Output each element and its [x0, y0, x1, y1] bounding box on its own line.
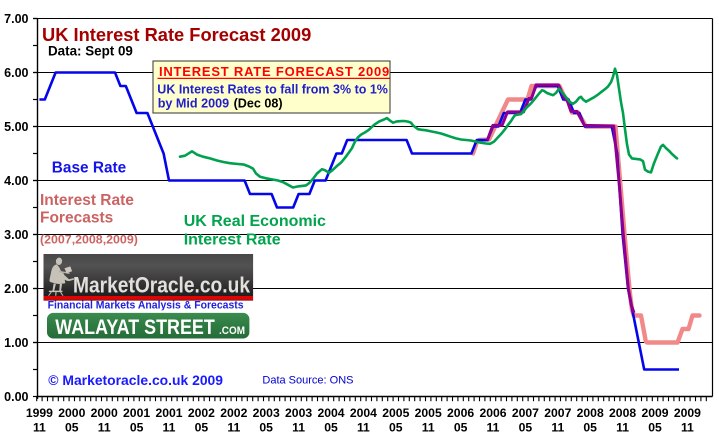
svg-text:2003: 2003 — [253, 406, 280, 420]
svg-text:2007: 2007 — [544, 406, 571, 420]
svg-text:2005: 2005 — [415, 406, 442, 420]
svg-text:2009: 2009 — [674, 406, 701, 420]
svg-text:05: 05 — [454, 421, 468, 435]
svg-text:MarketOracle.co.uk: MarketOracle.co.uk — [73, 273, 250, 298]
svg-text:Forecasts: Forecasts — [40, 209, 113, 226]
svg-text:05: 05 — [324, 421, 338, 435]
svg-text:7.00: 7.00 — [4, 12, 28, 26]
svg-text:05: 05 — [259, 421, 273, 435]
svg-text:by Mid 2009: by Mid 2009 — [158, 97, 229, 111]
svg-text:2004: 2004 — [350, 406, 377, 420]
svg-text:11: 11 — [551, 421, 564, 435]
svg-text:Base Rate: Base Rate — [52, 160, 127, 177]
svg-text:2006: 2006 — [479, 406, 506, 420]
svg-text:UK Interest Rates to fall from: UK Interest Rates to fall from 3% to 1% — [157, 83, 388, 97]
svg-text:INTEREST RATE FORECAST 2009: INTEREST RATE FORECAST 2009 — [159, 64, 390, 79]
svg-text:3.00: 3.00 — [4, 228, 28, 242]
svg-text:1.00: 1.00 — [4, 336, 28, 350]
svg-text:11: 11 — [227, 421, 240, 435]
svg-text:11: 11 — [33, 421, 46, 435]
svg-text:© Marketoracle.co.uk 2009: © Marketoracle.co.uk 2009 — [48, 372, 223, 388]
svg-text:2001: 2001 — [123, 406, 150, 420]
svg-text:2002: 2002 — [220, 406, 247, 420]
svg-text:UK Interest Rate Forecast 2009: UK Interest Rate Forecast 2009 — [42, 24, 311, 45]
svg-text:6.00: 6.00 — [4, 66, 28, 80]
svg-text:11: 11 — [422, 421, 435, 435]
svg-text:05: 05 — [65, 421, 79, 435]
svg-text:2005: 2005 — [382, 406, 409, 420]
svg-text:2000: 2000 — [58, 406, 85, 420]
svg-text:2001: 2001 — [155, 406, 182, 420]
svg-text:05: 05 — [583, 421, 597, 435]
svg-text:11: 11 — [681, 421, 694, 435]
svg-text:0.00: 0.00 — [4, 390, 28, 404]
svg-text:5.00: 5.00 — [4, 120, 28, 134]
svg-text:WALAYAT STREET: WALAYAT STREET — [55, 316, 215, 339]
svg-text:2008: 2008 — [577, 406, 604, 420]
svg-text:2004: 2004 — [317, 406, 344, 420]
svg-text:2000: 2000 — [91, 406, 118, 420]
svg-text:Data Source: ONS: Data Source: ONS — [262, 375, 353, 387]
svg-text:(2007,2008,2009): (2007,2008,2009) — [40, 232, 138, 246]
svg-text:2008: 2008 — [609, 406, 636, 420]
svg-text:Interest Rate: Interest Rate — [184, 232, 281, 249]
svg-text:05: 05 — [519, 421, 533, 435]
svg-text:2009: 2009 — [641, 406, 668, 420]
svg-text:11: 11 — [292, 421, 305, 435]
svg-text:1999: 1999 — [26, 406, 53, 420]
svg-text:2007: 2007 — [512, 406, 539, 420]
svg-text:05: 05 — [648, 421, 662, 435]
svg-text:Financial Markets Analysis & F: Financial Markets Analysis & Forecasts — [48, 299, 244, 311]
svg-text:05: 05 — [389, 421, 403, 435]
svg-text:11: 11 — [98, 421, 111, 435]
svg-text:2002: 2002 — [188, 406, 215, 420]
svg-text:05: 05 — [130, 421, 144, 435]
svg-text:05: 05 — [195, 421, 209, 435]
svg-text:2006: 2006 — [447, 406, 474, 420]
svg-text:2003: 2003 — [285, 406, 312, 420]
svg-text:11: 11 — [357, 421, 370, 435]
svg-text:11: 11 — [487, 421, 500, 435]
svg-text:Interest Rate: Interest Rate — [40, 192, 134, 209]
svg-text:11: 11 — [616, 421, 629, 435]
svg-text:Data: Sept 09: Data: Sept 09 — [48, 43, 133, 58]
svg-text:11: 11 — [163, 421, 176, 435]
svg-text:2.00: 2.00 — [4, 282, 28, 296]
svg-text:.COM: .COM — [219, 325, 245, 337]
svg-text:UK Real Economic: UK Real Economic — [184, 213, 326, 230]
svg-text:(Dec 08): (Dec 08) — [234, 97, 283, 111]
svg-text:4.00: 4.00 — [4, 174, 28, 188]
